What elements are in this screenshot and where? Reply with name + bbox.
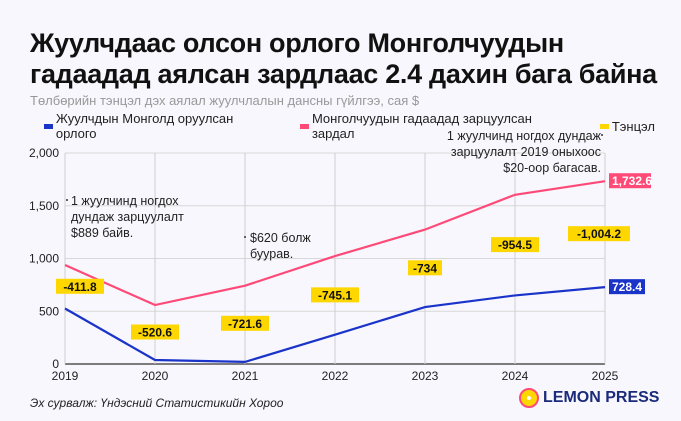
x-tick-label: 2025 [592,369,619,383]
source-note: Эх сурвалж: Үндэсний Статистикийн Хороо [30,396,284,410]
x-tick-label: 2023 [412,369,439,383]
balance-label: -520.6 [138,326,172,340]
y-tick-label: 1,500 [29,199,59,213]
x-tick-label: 2019 [52,369,79,383]
y-tick-label: 1,000 [29,252,59,266]
x-tick-label: 2021 [232,369,259,383]
annotation-text: 1 жуулчинд ногдох [71,194,179,208]
legend: Жуулчдын Монголд оруулсан орлого Монголч… [44,111,681,141]
end-label-bg [609,173,651,189]
balance-label-bg [568,226,630,242]
balance-label: -1,004.2 [577,227,621,241]
legend-item-balance: Тэнцэл [599,111,655,141]
lemon-icon [519,388,539,408]
annotation-text: $20-оор багасав. [503,161,601,175]
end-label-bg [609,279,645,295]
legend-swatch [44,123,53,129]
x-tick-label: 2020 [142,369,169,383]
y-tick-label: 500 [39,304,59,318]
series-line-0 [64,286,606,363]
lemon-press-logo: LEMON PRESS [519,388,659,408]
balance-label: -734 [413,261,437,275]
annotation-marker [601,134,603,136]
balance-label-bg [491,237,539,253]
balance-label-bg [56,278,104,294]
balance-label: -721.6 [228,317,262,331]
annotation-text: зарцуулалт 2019 оныхоос [451,145,601,159]
chart-title: Жуулчдаас олсон орлого Монголчуудын гада… [30,28,657,89]
x-tick-label: 2022 [322,369,349,383]
chart-subtitle: Төлбөрийн тэнцэл дэх аялал жуулчлалын да… [30,93,420,108]
balance-label-bg [131,324,179,340]
annotation-text: 1 жуулчинд ногдох дундаж [447,129,602,143]
legend-item-spending: Монголчуудын гадаадад зарцуулсан зардал [300,111,574,141]
balance-label: -745.1 [318,288,352,302]
balance-label-bg [408,260,442,276]
annotation-marker [66,199,68,201]
annotation-text: буурав. [250,247,293,261]
series-line-1 [64,180,606,307]
legend-item-income: Жуулчдын Монголд оруулсан орлого [44,111,274,141]
balance-label-bg [221,315,269,331]
balance-label: -954.5 [498,238,532,252]
annotation-text: $889 байв. [71,226,133,240]
legend-swatch [300,123,309,129]
balance-label: -411.8 [63,280,97,294]
annotation-text: $620 болж [250,231,311,245]
annotation-text: дундаж зарцуулалт [71,210,184,224]
balance-label-bg [311,287,359,303]
x-tick-label: 2024 [502,369,529,383]
end-label: 728.4 [612,280,642,294]
annotation-marker [244,236,246,238]
legend-swatch [599,123,609,129]
end-label: 1,732.6 [612,174,652,188]
y-tick-label: 0 [52,357,59,371]
y-tick-label: 2,000 [29,146,59,160]
